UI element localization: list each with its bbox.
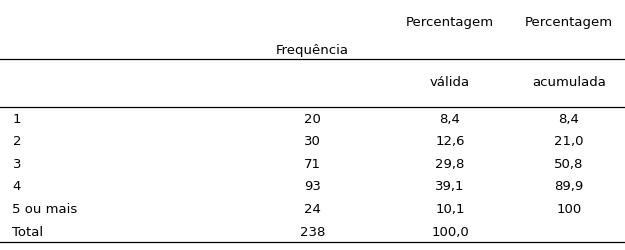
Text: 2: 2 xyxy=(12,135,21,148)
Text: 50,8: 50,8 xyxy=(554,157,584,170)
Text: 20: 20 xyxy=(304,112,321,125)
Text: 1: 1 xyxy=(12,112,21,125)
Text: Total: Total xyxy=(12,225,44,238)
Text: válida: válida xyxy=(430,76,470,89)
Text: 5 ou mais: 5 ou mais xyxy=(12,202,78,215)
Text: Frequência: Frequência xyxy=(276,44,349,57)
Text: 4: 4 xyxy=(12,180,21,193)
Text: 89,9: 89,9 xyxy=(554,180,583,193)
Text: 39,1: 39,1 xyxy=(435,180,465,193)
Text: 238: 238 xyxy=(300,225,325,238)
Text: Percentagem: Percentagem xyxy=(406,16,494,29)
Text: 93: 93 xyxy=(304,180,321,193)
Text: 100: 100 xyxy=(556,202,581,215)
Text: 10,1: 10,1 xyxy=(435,202,465,215)
Text: 71: 71 xyxy=(304,157,321,170)
Text: 21,0: 21,0 xyxy=(554,135,584,148)
Text: 30: 30 xyxy=(304,135,321,148)
Text: 3: 3 xyxy=(12,157,21,170)
Text: acumulada: acumulada xyxy=(532,76,606,89)
Text: 12,6: 12,6 xyxy=(435,135,465,148)
Text: 24: 24 xyxy=(304,202,321,215)
Text: 8,4: 8,4 xyxy=(558,112,579,125)
Text: 8,4: 8,4 xyxy=(439,112,461,125)
Text: 29,8: 29,8 xyxy=(435,157,465,170)
Text: Percentagem: Percentagem xyxy=(525,16,612,29)
Text: 100,0: 100,0 xyxy=(431,225,469,238)
